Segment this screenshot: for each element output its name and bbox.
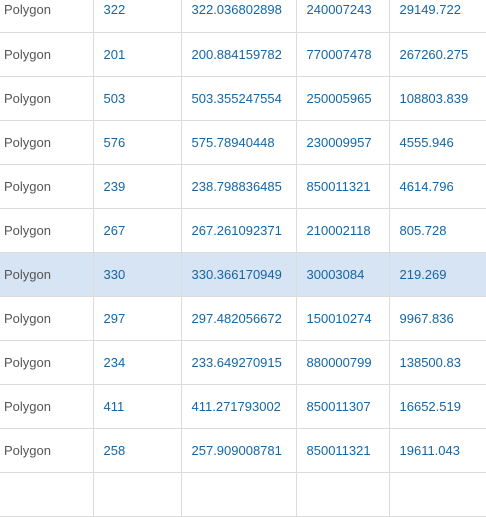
id-cell: 411 — [93, 384, 182, 429]
code-cell — [296, 472, 390, 517]
value-cell: 322.036802898 — [181, 0, 297, 33]
value-cell: 575.78940448 — [181, 120, 297, 165]
table-row[interactable]: Polygon 297 297.482056672 150010274 9967… — [0, 296, 486, 341]
shape-type-cell: Polygon — [0, 252, 94, 297]
id-cell: 503 — [93, 76, 182, 121]
shape-type-cell: Polygon — [0, 340, 94, 385]
area-cell: 29149.722 — [389, 0, 486, 33]
area-cell: 267260.275 — [389, 32, 486, 77]
table-row[interactable]: Polygon 267 267.261092371 210002118 805.… — [0, 208, 486, 253]
shape-type-cell: Polygon — [0, 0, 94, 33]
value-cell: 330.366170949 — [181, 252, 297, 297]
area-cell: 805.728 — [389, 208, 486, 253]
code-cell: 850011321 — [296, 164, 390, 209]
value-cell: 411.271793002 — [181, 384, 297, 429]
table-row[interactable]: Polygon 503 503.355247554 250005965 1088… — [0, 76, 486, 121]
value-cell: 297.482056672 — [181, 296, 297, 341]
code-cell: 850011321 — [296, 428, 390, 473]
id-cell: 258 — [93, 428, 182, 473]
shape-type-cell: Polygon — [0, 428, 94, 473]
id-cell: 234 — [93, 340, 182, 385]
area-cell: 138500.83 — [389, 340, 486, 385]
area-cell: 4614.796 — [389, 164, 486, 209]
table-row[interactable]: Polygon 234 233.649270915 880000799 1385… — [0, 340, 486, 385]
code-cell: 230009957 — [296, 120, 390, 165]
code-cell: 850011307 — [296, 384, 390, 429]
table-row[interactable]: Polygon 576 575.78940448 230009957 4555.… — [0, 120, 486, 165]
value-cell: 503.355247554 — [181, 76, 297, 121]
table-row[interactable]: Polygon 239 238.798836485 850011321 4614… — [0, 164, 486, 209]
table-row-selected[interactable]: Polygon 330 330.366170949 30003084 219.2… — [0, 252, 486, 297]
value-cell: 267.261092371 — [181, 208, 297, 253]
id-cell: 239 — [93, 164, 182, 209]
id-cell — [93, 472, 182, 517]
code-cell: 770007478 — [296, 32, 390, 77]
id-cell: 330 — [93, 252, 182, 297]
code-cell: 240007243 — [296, 0, 390, 33]
shape-type-cell: Polygon — [0, 120, 94, 165]
area-cell: 108803.839 — [389, 76, 486, 121]
shape-type-cell: Polygon — [0, 164, 94, 209]
code-cell: 250005965 — [296, 76, 390, 121]
shape-type-cell: Polygon — [0, 208, 94, 253]
table-row[interactable]: Polygon 258 257.909008781 850011321 1961… — [0, 428, 486, 473]
id-cell: 297 — [93, 296, 182, 341]
code-cell: 880000799 — [296, 340, 390, 385]
id-cell: 267 — [93, 208, 182, 253]
shape-type-cell: Polygon — [0, 296, 94, 341]
table-row[interactable]: Polygon 411 411.271793002 850011307 1665… — [0, 384, 486, 429]
table-row[interactable]: Polygon 322 322.036802898 240007243 2914… — [0, 0, 486, 33]
shape-type-cell: Polygon — [0, 76, 94, 121]
id-cell: 201 — [93, 32, 182, 77]
value-cell — [181, 472, 297, 517]
code-cell: 210002118 — [296, 208, 390, 253]
code-cell: 150010274 — [296, 296, 390, 341]
table-row[interactable]: Polygon 201 200.884159782 770007478 2672… — [0, 32, 486, 77]
value-cell: 200.884159782 — [181, 32, 297, 77]
area-cell: 219.269 — [389, 252, 486, 297]
id-cell: 322 — [93, 0, 182, 33]
id-cell: 576 — [93, 120, 182, 165]
code-cell: 30003084 — [296, 252, 390, 297]
area-cell — [389, 472, 486, 517]
shape-type-cell: Polygon — [0, 32, 94, 77]
value-cell: 238.798836485 — [181, 164, 297, 209]
area-cell: 4555.946 — [389, 120, 486, 165]
area-cell: 16652.519 — [389, 384, 486, 429]
table-row[interactable] — [0, 472, 486, 517]
shape-type-cell: Polygon — [0, 384, 94, 429]
value-cell: 233.649270915 — [181, 340, 297, 385]
value-cell: 257.909008781 — [181, 428, 297, 473]
area-cell: 9967.836 — [389, 296, 486, 341]
shape-type-cell — [0, 472, 94, 517]
area-cell: 19611.043 — [389, 428, 486, 473]
